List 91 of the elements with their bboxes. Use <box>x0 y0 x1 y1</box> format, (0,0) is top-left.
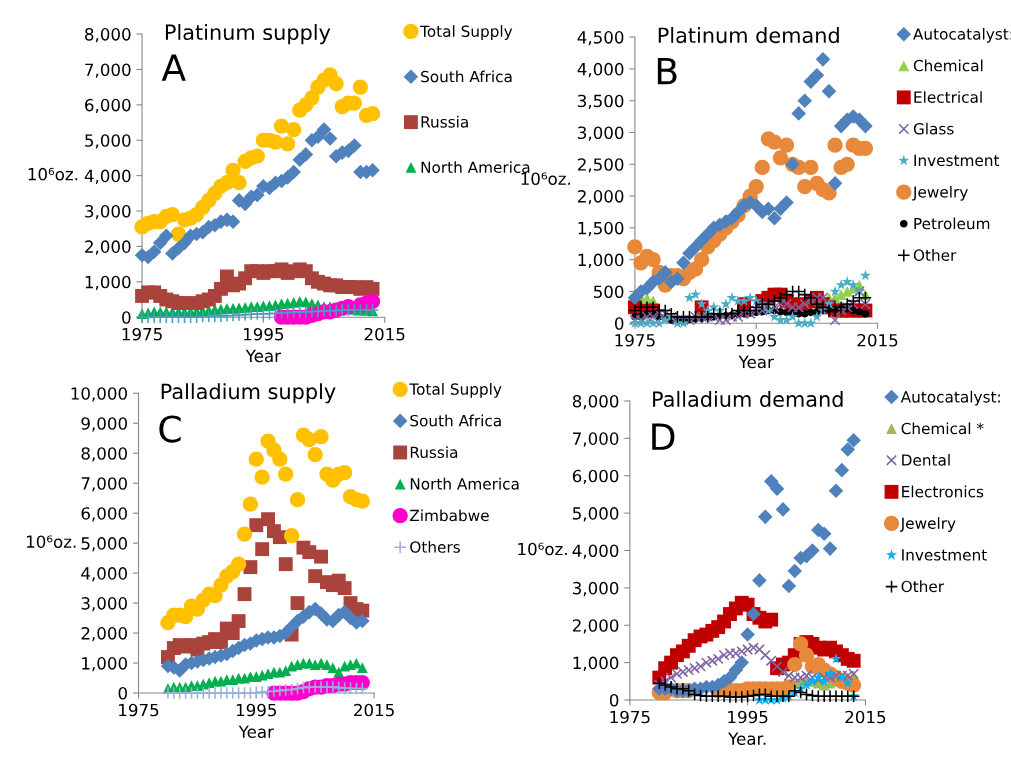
annotation: D <box>652 423 675 450</box>
y-tick-label: 6,000 <box>572 469 619 485</box>
y-tick-label: 1,500 <box>578 221 624 237</box>
legend-label: Electronics <box>902 485 984 498</box>
y-tick-label: 8,000 <box>85 28 131 43</box>
y-tick-label: 5,000 <box>81 537 127 552</box>
chart-title: Platinum demand <box>658 27 839 44</box>
legend-label: Dental <box>902 453 950 466</box>
y-tick-label: 1,000 <box>82 657 127 672</box>
annotation: B <box>657 57 677 85</box>
y-tick-label: 500 <box>593 285 624 299</box>
y-tick-label: 7,000 <box>85 63 131 78</box>
x-axis-title: Year <box>238 725 274 739</box>
legend-label: Russia <box>421 115 468 128</box>
y-tick-label: 5,000 <box>573 507 619 522</box>
y-tick-label: 3,000 <box>81 597 127 612</box>
x-axis-title: Year <box>738 355 774 369</box>
chart-title: Platinum supply <box>165 23 331 45</box>
y-tick-label: 0 <box>122 311 131 324</box>
y-tick-label: 4,000 <box>81 567 127 582</box>
y-tick-label: 5,000 <box>85 134 131 149</box>
y-tick-label: 9,000 <box>81 417 127 432</box>
legend-label: Electrical <box>914 91 982 103</box>
x-tick-label: 1995 <box>736 333 776 347</box>
y-tick-label: 7,000 <box>81 477 127 492</box>
y-tick-label: 8,000 <box>81 447 127 462</box>
legend-label: North America <box>421 161 530 174</box>
legend-label: Russia <box>410 446 458 459</box>
annotation: C <box>159 415 181 443</box>
y-tick-label: 3,000 <box>85 204 131 220</box>
y-tick-label: 1,000 <box>578 253 624 268</box>
legend-label: Glass <box>913 122 954 135</box>
y-tick-label: 2,500 <box>578 158 624 173</box>
y-axis-title: 10⁶oz. <box>521 172 571 185</box>
y-tick-label: 4,000 <box>84 169 131 184</box>
y-axis-title: 10⁶oz. <box>518 542 567 556</box>
y-tick-label: 8,000 <box>572 394 619 410</box>
legend-label: Total Supply <box>420 25 513 40</box>
legend-label: Jewelry <box>912 185 968 201</box>
legend-label: Total Supply <box>409 383 502 398</box>
legend-label: Autocatalyst: <box>900 390 1000 406</box>
x-tick-label: 2015 <box>354 703 394 717</box>
legend-label: Others <box>410 540 460 553</box>
y-tick-label: 10,000 <box>71 387 127 402</box>
y-tick-label: 6,000 <box>81 507 127 522</box>
y-tick-label: 4,000 <box>577 62 624 78</box>
legend-label: Chemical <box>913 59 983 72</box>
x-tick-label: 1975 <box>610 710 650 724</box>
y-tick-label: 2,000 <box>81 627 127 642</box>
x-tick-label: 2015 <box>845 710 886 724</box>
y-axis-title: 10⁶oz. <box>26 535 76 548</box>
x-axis-title: Year <box>245 349 282 363</box>
y-tick-label: 3,500 <box>578 94 624 109</box>
annotation: A <box>161 54 186 81</box>
y-tick-label: 3,000 <box>578 126 624 141</box>
legend-label: Zimbabwe <box>410 509 489 522</box>
y-tick-label: 1,000 <box>573 656 619 671</box>
legend-label: Jewelry <box>899 517 956 532</box>
legend-label: Petroleum <box>914 217 990 230</box>
legend-label: Investment <box>902 549 987 561</box>
legend-label: South Africa <box>421 70 512 83</box>
chart-title: Palladium demand <box>653 390 843 408</box>
y-tick-label: 2,000 <box>578 190 624 205</box>
x-tick-label: 1975 <box>119 703 159 717</box>
y-tick-label: 2,000 <box>572 619 619 634</box>
x-tick-label: 1975 <box>122 327 162 341</box>
y-tick-label: 2,000 <box>85 240 131 255</box>
x-tick-label: 1995 <box>728 710 768 724</box>
legend-label: Other <box>901 580 945 593</box>
x-tick-label: 1995 <box>243 327 284 341</box>
legend-label: Other <box>913 249 957 261</box>
legend-label: Investment <box>914 154 1000 167</box>
x-tick-label: 2015 <box>364 327 405 341</box>
y-tick-label: 0 <box>609 693 619 707</box>
legend-label: North America <box>410 477 519 490</box>
x-tick-label: 1995 <box>236 703 277 717</box>
y-tick-label: 3,000 <box>572 581 619 597</box>
legend-label: Chemical * <box>901 422 984 435</box>
y-tick-label: 4,000 <box>572 544 619 559</box>
x-axis-title: Year. <box>728 732 766 745</box>
y-tick-label: 0 <box>614 317 624 330</box>
legend-label: South Africa <box>410 414 501 427</box>
chart-title: Palladium supply <box>161 383 336 404</box>
y-tick-label: 4,500 <box>577 31 624 46</box>
y-tick-label: 0 <box>118 687 127 700</box>
y-tick-label: 6,000 <box>85 98 131 114</box>
y-tick-label: 7,000 <box>573 432 619 447</box>
y-tick-label: 1,000 <box>85 275 131 291</box>
x-tick-label: 1975 <box>615 333 655 347</box>
y-axis-title: 10⁶oz. <box>28 167 78 181</box>
x-tick-label: 2015 <box>857 333 898 347</box>
